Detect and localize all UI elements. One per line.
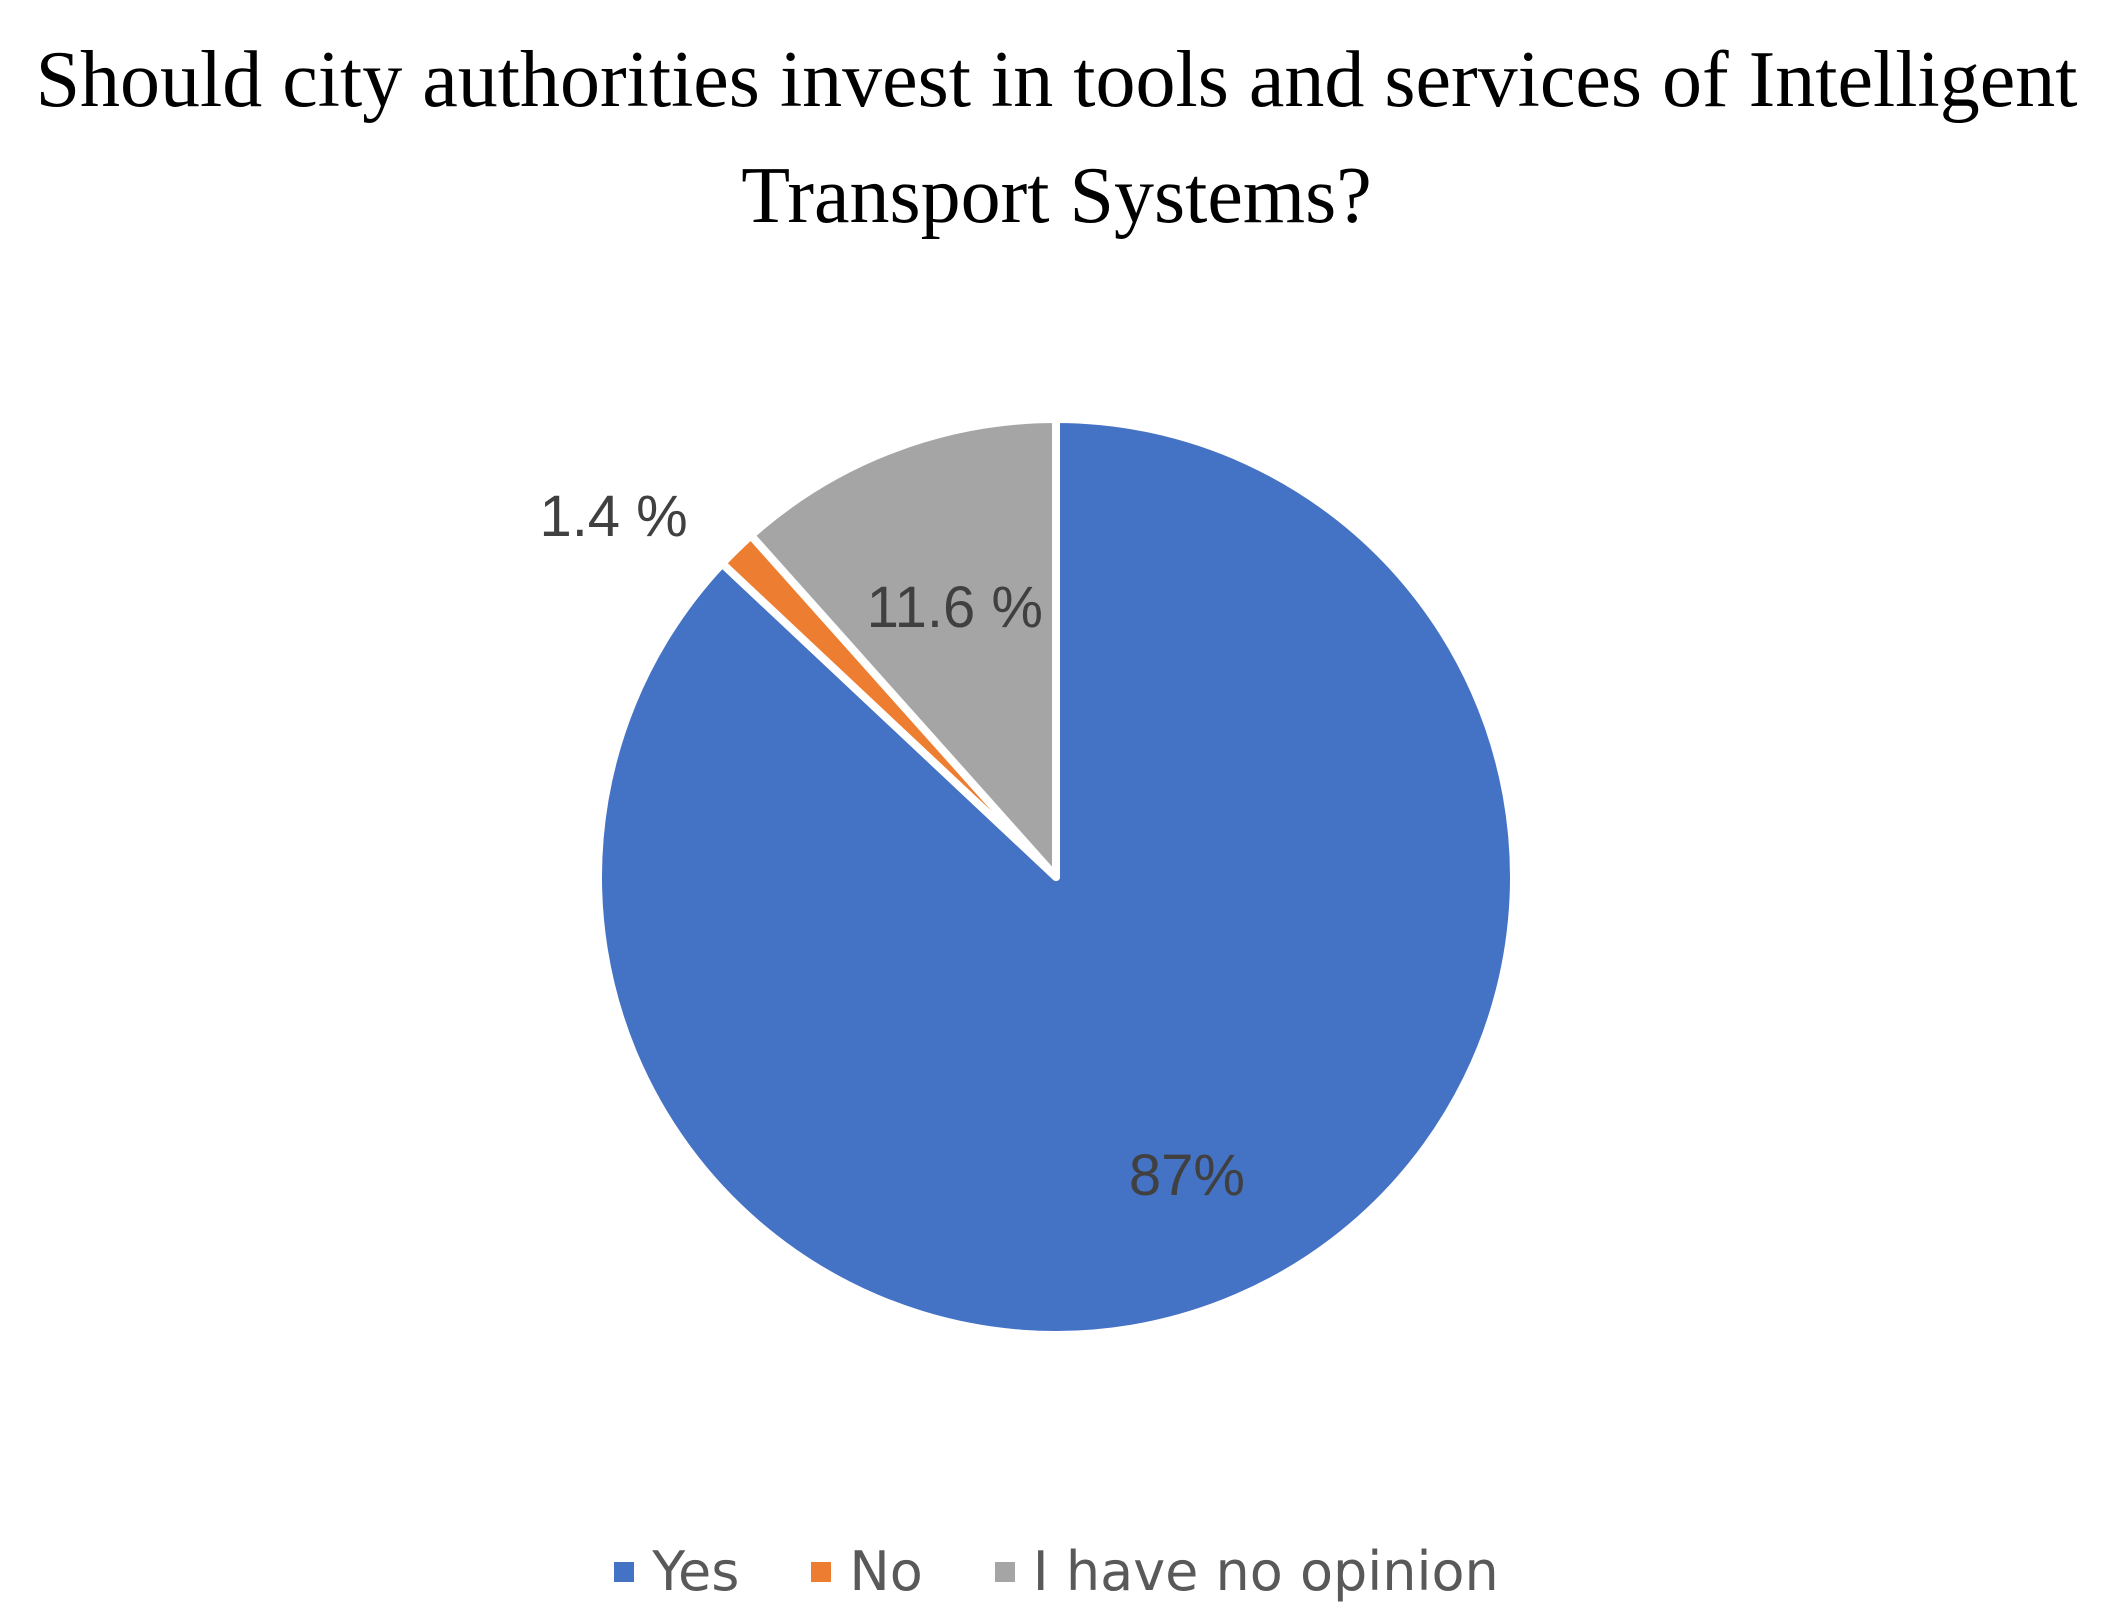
legend-label: I have no opinion — [1032, 1540, 1499, 1603]
legend-swatch — [811, 1561, 832, 1582]
data-label: 11.6 % — [867, 575, 1043, 640]
data-label: 1.4 % — [539, 484, 687, 549]
legend-swatch — [614, 1561, 635, 1582]
legend-swatch — [994, 1561, 1015, 1582]
legend-item: No — [811, 1540, 923, 1603]
chart-title: Should city authorities invest in tools … — [35, 36, 2078, 240]
data-label: 87% — [1129, 1143, 1245, 1208]
pie-slice — [746, 415, 1060, 881]
legend-label: No — [849, 1540, 923, 1603]
legend: Yes No I have no opinion — [0, 1540, 2113, 1603]
legend-item: I have no opinion — [994, 1540, 1499, 1603]
legend-label: Yes — [652, 1540, 740, 1603]
legend-item: Yes — [614, 1540, 739, 1603]
